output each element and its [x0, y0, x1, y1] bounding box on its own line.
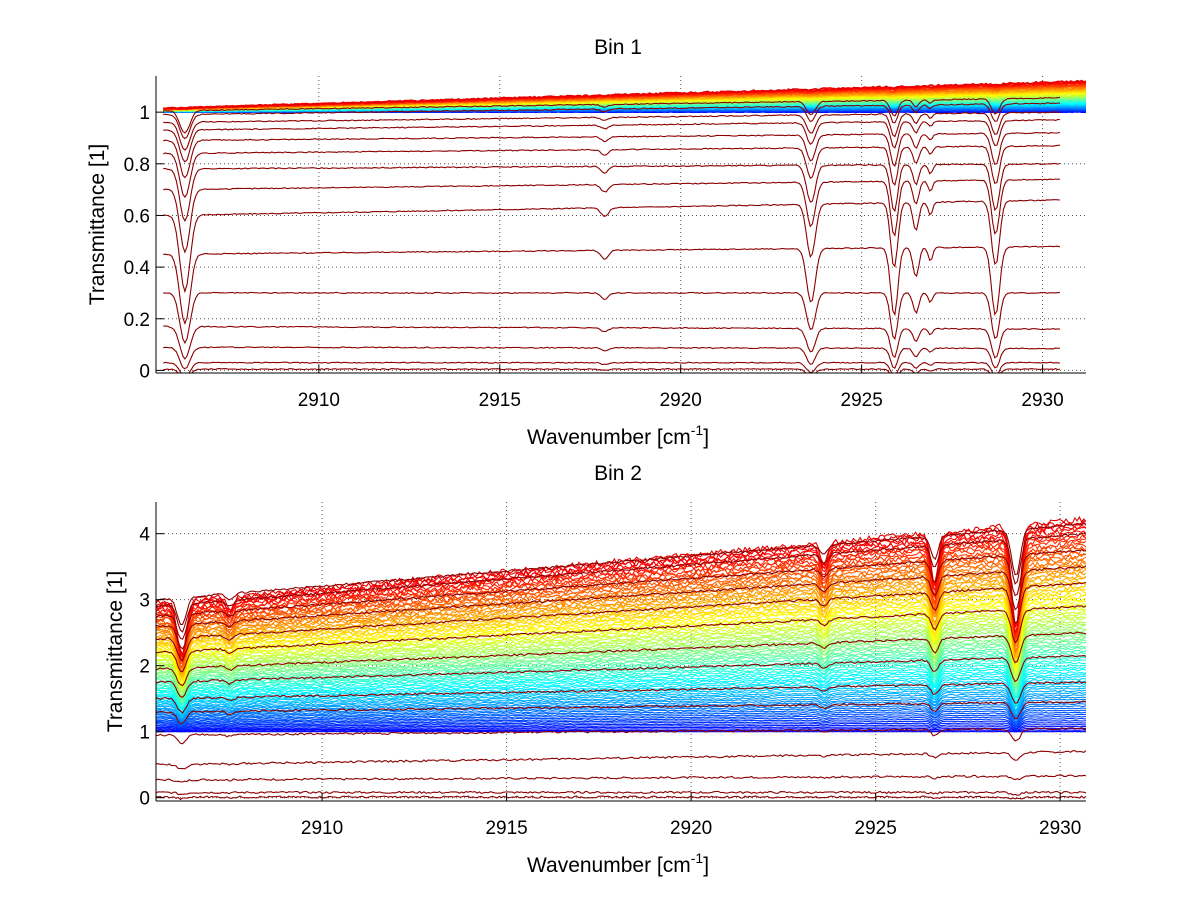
- x-tick-label: 2910: [298, 390, 340, 411]
- y-tick-label: 0.6: [124, 206, 150, 227]
- x-tick-label: 2920: [660, 390, 702, 411]
- x-tick-label: 2920: [670, 818, 712, 839]
- chart-title: Bin 2: [594, 462, 642, 485]
- y-axis-label: Transmittance [1]: [104, 571, 127, 732]
- y-axis-label: Transmittance [1]: [86, 144, 109, 305]
- y-tick-label: 4: [139, 525, 150, 546]
- y-tick-label: 0: [139, 789, 150, 810]
- x-tick-label: 2915: [485, 818, 527, 839]
- chart-title: Bin 1: [594, 36, 642, 59]
- x-tick-label: 2910: [301, 818, 343, 839]
- x-tick-label: 2915: [479, 390, 521, 411]
- x-axis-label: Wavenumber [cm-1]: [527, 422, 709, 449]
- x-tick-label: 2930: [1021, 390, 1063, 411]
- y-tick-label: 0: [139, 361, 150, 382]
- x-axis-label: Wavenumber [cm-1]: [527, 850, 709, 877]
- y-tick-label: 3: [139, 591, 150, 612]
- y-tick-label: 1: [139, 103, 150, 124]
- y-tick-label: 1: [139, 723, 150, 744]
- x-tick-label: 2925: [841, 390, 883, 411]
- x-tick-label: 2925: [855, 818, 897, 839]
- y-tick-label: 0.4: [124, 258, 151, 279]
- y-tick-label: 0.8: [124, 155, 150, 176]
- x-tick-label: 2930: [1039, 818, 1081, 839]
- y-tick-label: 2: [139, 657, 150, 678]
- y-tick-label: 0.2: [124, 310, 150, 331]
